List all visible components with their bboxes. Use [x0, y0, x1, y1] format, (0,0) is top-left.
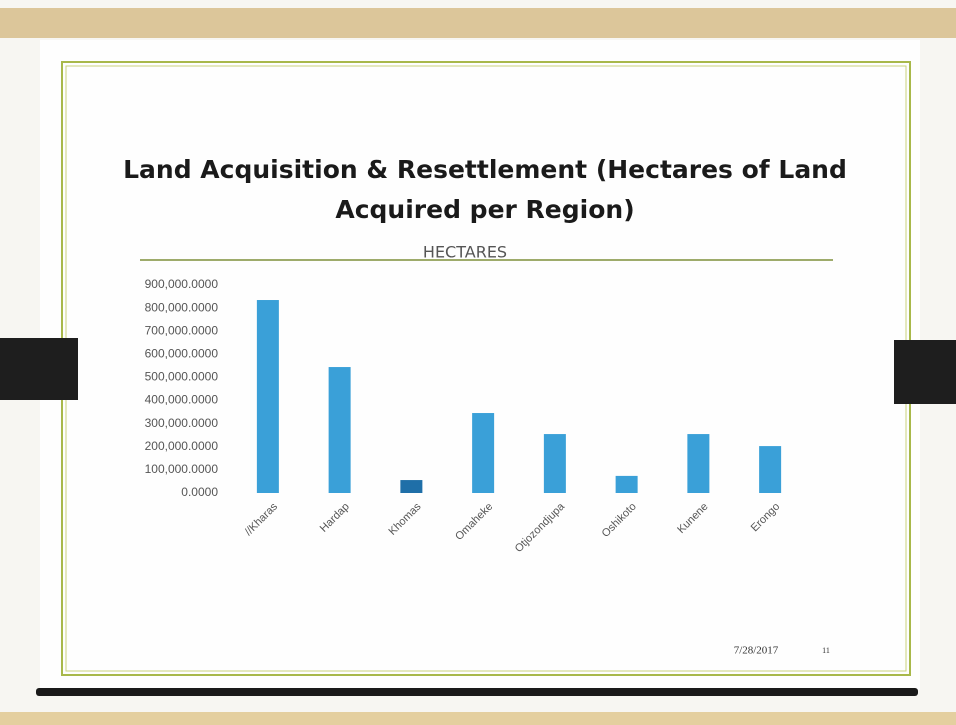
y-tick-label: 600,000.0000 — [145, 347, 219, 361]
left-tab — [0, 338, 78, 400]
bar — [759, 446, 782, 493]
bar — [328, 367, 351, 493]
right-tab — [894, 340, 956, 404]
top-banner — [0, 8, 956, 38]
bottom-edge — [36, 688, 918, 696]
bar — [400, 480, 423, 493]
y-tick-label: 500,000.0000 — [145, 370, 219, 384]
bar — [687, 434, 710, 493]
y-tick-label: 700,000.0000 — [145, 323, 219, 337]
slide — [40, 40, 920, 690]
date: 7/28/2017 — [734, 645, 779, 657]
slide-title: Land Acquisition & Resettlement (Hectare… — [123, 155, 847, 224]
bar — [472, 413, 495, 493]
y-tick-label: 200,000.0000 — [145, 439, 219, 453]
y-tick-label: 100,000.0000 — [145, 462, 219, 476]
y-tick-label: 900,000.0000 — [145, 277, 219, 291]
bottom-banner — [0, 712, 956, 725]
bar — [615, 475, 638, 493]
y-tick-label: 0.0000 — [181, 485, 218, 499]
slide-number: 11 — [822, 646, 830, 655]
bar — [256, 300, 279, 493]
bar — [543, 434, 566, 493]
y-tick-label: 400,000.0000 — [145, 393, 219, 407]
y-tick-label: 300,000.0000 — [145, 416, 219, 430]
y-tick-label: 800,000.0000 — [145, 300, 219, 314]
chart-title: HECTARES — [423, 243, 507, 262]
title-box: Land Acquisition & Resettlement (Hectare… — [123, 155, 847, 224]
